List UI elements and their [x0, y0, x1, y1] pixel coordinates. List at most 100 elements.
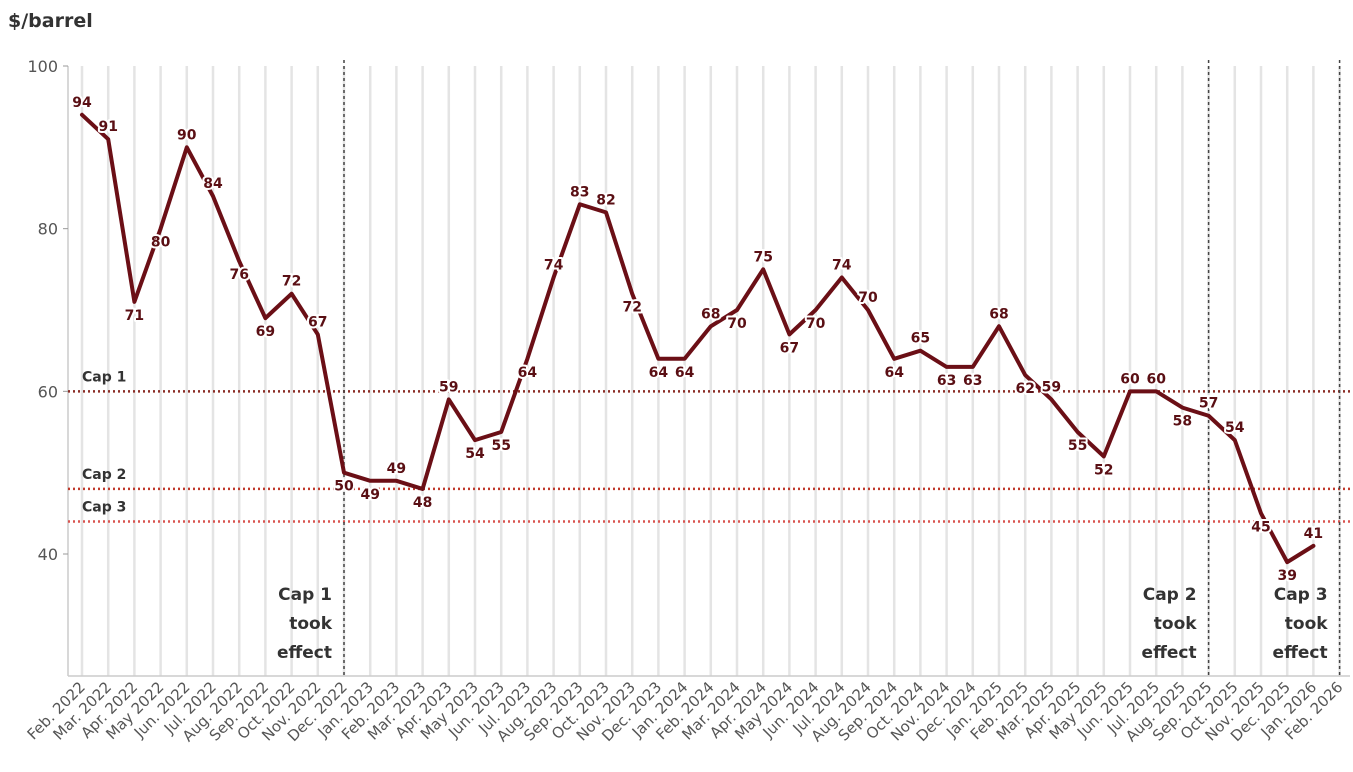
- data-label: 55: [491, 438, 510, 454]
- data-label: 72: [622, 300, 641, 316]
- cap-price-label: Cap 2: [82, 467, 126, 483]
- data-label-halo: 70: [727, 316, 747, 332]
- data-label-halo: 59: [1042, 379, 1061, 395]
- data-label: 70: [806, 316, 826, 332]
- data-label-halo: 59: [439, 379, 458, 395]
- y-tick-label: 60: [38, 382, 58, 401]
- event-annotation: Cap 2: [1143, 585, 1197, 605]
- data-label-halo: 76: [229, 267, 248, 283]
- data-label-halo: 74: [544, 257, 564, 273]
- cap-price-label: Cap 1: [82, 369, 126, 385]
- data-label: 70: [858, 290, 878, 306]
- data-label: 62: [1015, 381, 1034, 397]
- data-label: 65: [911, 331, 930, 347]
- data-label-halo: 71: [125, 308, 144, 324]
- data-label: 84: [203, 176, 223, 192]
- data-label-halo: 60: [1146, 371, 1166, 387]
- data-label: 90: [177, 127, 197, 143]
- data-label: 41: [1304, 526, 1323, 542]
- data-label-halo: 72: [622, 300, 641, 316]
- data-label: 82: [596, 192, 615, 208]
- data-label: 76: [229, 267, 248, 283]
- data-label: 50: [334, 479, 354, 495]
- data-label: 67: [308, 314, 327, 330]
- event-annotation: effect: [1142, 643, 1197, 663]
- data-label-halo: 90: [177, 127, 197, 143]
- data-label-halo: 50: [334, 479, 354, 495]
- data-label-halo: 52: [1094, 462, 1113, 478]
- y-tick-label: 100: [27, 57, 58, 76]
- data-label: 49: [360, 487, 379, 503]
- y-tick-label: 40: [38, 545, 58, 564]
- series-line: [80, 112, 1316, 565]
- event-annotation: Cap 3: [1274, 585, 1328, 605]
- data-label: 80: [151, 235, 171, 251]
- data-label-halo: 91: [98, 119, 117, 135]
- data-label-halo: 49: [387, 461, 406, 477]
- data-label: 69: [256, 324, 275, 340]
- data-label-halo: 60: [1120, 371, 1140, 387]
- data-label-halo: 67: [308, 314, 327, 330]
- data-label: 71: [125, 308, 144, 324]
- data-label: 64: [518, 365, 538, 381]
- data-label-halo: 64: [884, 365, 904, 381]
- y-tick-label: 80: [38, 220, 58, 239]
- data-label-halo: 62: [1015, 381, 1034, 397]
- data-label-halo: 82: [596, 192, 615, 208]
- data-label-halo: 41: [1304, 526, 1323, 542]
- data-label-halo: 64: [649, 365, 669, 381]
- data-label-halo: 45: [1251, 519, 1270, 535]
- data-label: 52: [1094, 462, 1113, 478]
- event-annotation: took: [1285, 614, 1328, 634]
- data-label-halo: 68: [989, 306, 1008, 322]
- data-label-halo: 67: [780, 340, 799, 356]
- data-label: 63: [937, 373, 956, 389]
- data-label-halo: 72: [282, 274, 301, 290]
- data-label-halo: 58: [1173, 414, 1192, 430]
- data-label: 68: [701, 306, 720, 322]
- data-label: 45: [1251, 519, 1270, 535]
- data-label-halo: 54: [465, 446, 485, 462]
- data-label: 64: [884, 365, 904, 381]
- data-label: 75: [753, 249, 772, 265]
- data-label: 54: [465, 446, 485, 462]
- data-label-halo: 55: [491, 438, 510, 454]
- data-label-halo: 49: [360, 487, 379, 503]
- data-label: 57: [1199, 396, 1218, 412]
- data-label-halo: 68: [701, 306, 720, 322]
- data-label-halo: 70: [806, 316, 826, 332]
- data-label: 60: [1146, 371, 1166, 387]
- data-label-halo: 94: [72, 95, 92, 111]
- data-label: 70: [727, 316, 747, 332]
- data-label: 59: [439, 379, 458, 395]
- data-label: 74: [832, 257, 852, 273]
- event-annotation: effect: [277, 643, 332, 663]
- data-label: 64: [675, 365, 695, 381]
- data-label-halo: 83: [570, 184, 589, 200]
- event-annotation: took: [1154, 614, 1197, 634]
- data-label-halo: 84: [203, 176, 223, 192]
- data-label-halo: 65: [911, 331, 930, 347]
- data-label-halo: 57: [1199, 396, 1218, 412]
- data-label: 60: [1120, 371, 1140, 387]
- data-label: 68: [989, 306, 1008, 322]
- data-label-halo: 74: [832, 257, 852, 273]
- data-label: 91: [98, 119, 117, 135]
- event-annotation: Cap 1: [278, 585, 332, 605]
- data-label: 94: [72, 95, 92, 111]
- data-label: 58: [1173, 414, 1192, 430]
- data-label: 64: [649, 365, 669, 381]
- data-label-halo: 55: [1068, 438, 1087, 454]
- cap-price-label: Cap 3: [82, 499, 126, 515]
- data-label-halo: 63: [937, 373, 956, 389]
- data-label-halo: 63: [963, 373, 982, 389]
- event-annotation: took: [289, 614, 332, 634]
- data-label: 55: [1068, 438, 1087, 454]
- data-label-halo: 75: [753, 249, 772, 265]
- data-label: 54: [1225, 420, 1245, 436]
- data-label-halo: 70: [858, 290, 878, 306]
- data-label: 49: [387, 461, 406, 477]
- data-label: 39: [1277, 568, 1296, 584]
- data-label-halo: 39: [1277, 568, 1296, 584]
